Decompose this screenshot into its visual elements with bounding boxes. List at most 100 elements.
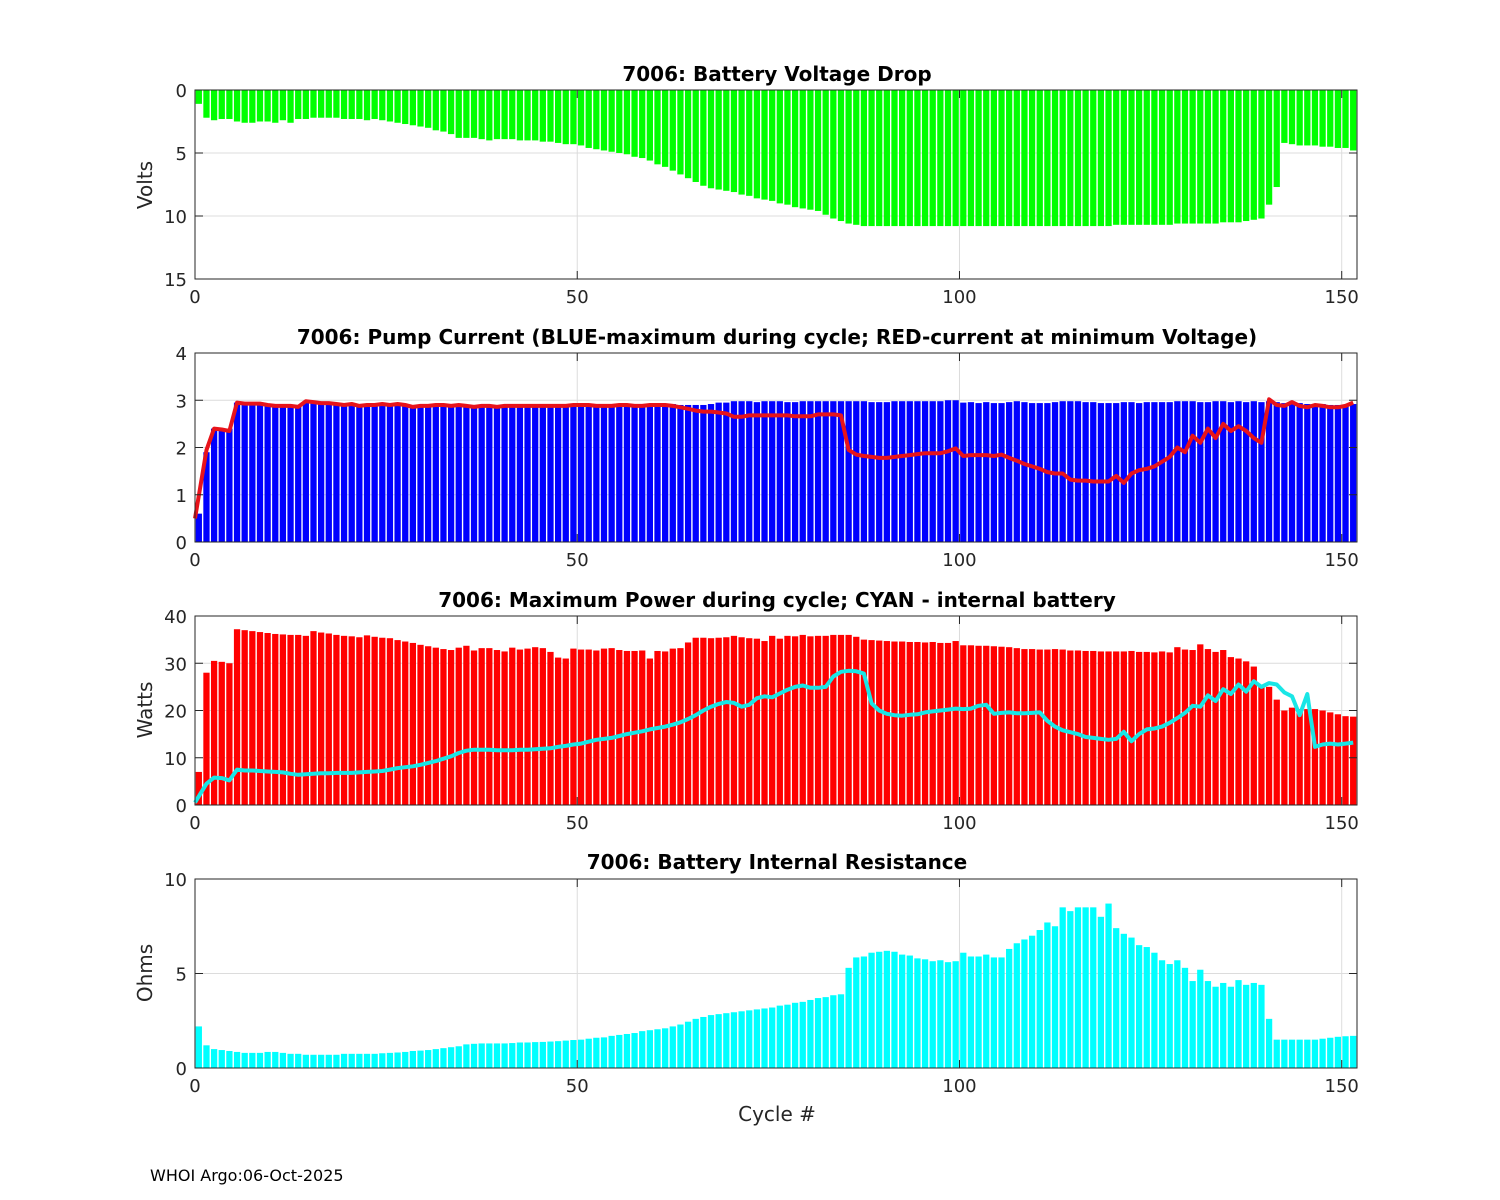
resistance-bar [868,952,875,1068]
resistance-bar [409,1050,417,1068]
current-bar [447,405,455,542]
power-bar [707,638,715,805]
current-bar [1158,402,1166,542]
resistance-bar [333,1054,340,1068]
power-bar [501,651,508,805]
voltage-bar [532,90,539,141]
power-bar [814,635,822,805]
current-bar [883,402,890,542]
voltage-bar [799,90,806,209]
voltage-bar [593,90,600,150]
power-plot-area: 0 50 100 150 0 10 20 30 40 [164,607,1359,834]
power-bar [960,645,967,805]
voltage-bar [1258,90,1265,219]
voltage-bar [226,90,233,119]
current-bar [730,401,738,542]
resistance-bar [1189,981,1196,1068]
voltage-bar [646,90,653,161]
current-bar [279,405,287,542]
current-bar [1028,403,1036,542]
voltage-bar [883,90,890,227]
power-bar [1220,650,1227,805]
power-bar [432,647,439,805]
footer-stamp: WHOI Argo:06-Oct-2025 [150,1166,344,1185]
current-bar [593,404,600,542]
resistance-bar [700,1016,707,1068]
current-title: 7006: Pump Current (BLUE-maximum during … [297,325,1257,349]
power-bar [1028,649,1036,805]
voltage-ytick-label: 0 [176,81,187,102]
voltage-bar [654,90,661,165]
voltage-bar [1243,90,1250,222]
power-bar [983,645,990,805]
current-bar [585,404,592,542]
power-bar [440,649,447,805]
power-bar [593,650,600,805]
current-bar [998,403,1005,542]
resistance-bar [379,1053,386,1068]
voltage-bar [791,90,799,208]
resistance-bar [1036,930,1043,1068]
resistance-bar [937,960,944,1068]
resistance-bar [1166,964,1173,1068]
voltage-bar [837,90,845,222]
power-bar [730,635,738,805]
power-bar [1273,699,1280,805]
resistance-bar [233,1051,241,1068]
resistance-bar [623,1033,631,1068]
voltage-bar [1006,90,1013,227]
voltage-bar [1212,90,1219,224]
power-ylabel: Watts [133,682,157,739]
power-bar [899,641,906,805]
current-bar [516,405,524,542]
resistance-ytick-label: 0 [176,1059,187,1080]
resistance-bar [738,1011,745,1068]
resistance-bar [784,1004,791,1068]
resistance-bar [822,997,829,1068]
voltage-bar [1304,90,1311,146]
voltage-ytick-label: 5 [176,144,187,165]
current-bar [577,404,585,542]
voltage-bar [1327,90,1334,147]
current-bar [860,401,868,542]
voltage-bar [287,90,294,123]
voltage-bar [486,90,493,141]
current-plot-area: 0 50 100 150 0 1 2 3 4 [176,344,1359,571]
voltage-bar [318,90,325,118]
voltage-bar [990,90,998,227]
current-bar [195,513,202,542]
voltage-bar [944,90,952,227]
current-bar [1250,401,1257,542]
resistance-bar [1082,907,1089,1068]
resistance-xtick-label: 100 [942,1076,976,1097]
power-bar [1013,648,1020,805]
power-ytick-label: 30 [164,654,187,675]
resistance-bar [371,1053,378,1068]
resistance-bar [891,951,898,1068]
voltage-ylabel: Volts [133,161,157,209]
voltage-bar [570,90,577,145]
resistance-bar [1288,1039,1296,1068]
current-bar [623,404,631,542]
current-bar [325,404,332,542]
voltage-bar [807,90,814,210]
power-ytick-label: 10 [164,749,187,770]
current-bar [830,401,837,542]
resistance-bar [203,1045,210,1068]
power-xtick-label: 50 [566,813,589,834]
resistance-title: 7006: Battery Internal Resistance [587,850,967,874]
current-bar [1120,402,1127,542]
current-bar [501,404,508,542]
current-ytick-label: 2 [176,439,187,460]
current-bar [524,404,531,542]
voltage-bar [577,90,585,146]
power-bar [1166,652,1173,805]
current-bar [684,404,692,542]
voltage-bar [218,90,225,119]
resistance-bar [1227,986,1234,1068]
voltage-xtick-label: 100 [942,287,976,308]
voltage-bar [379,90,386,121]
power-xtick-label: 150 [1325,813,1359,834]
voltage-bar [1350,90,1357,151]
voltage-bar [371,90,378,119]
